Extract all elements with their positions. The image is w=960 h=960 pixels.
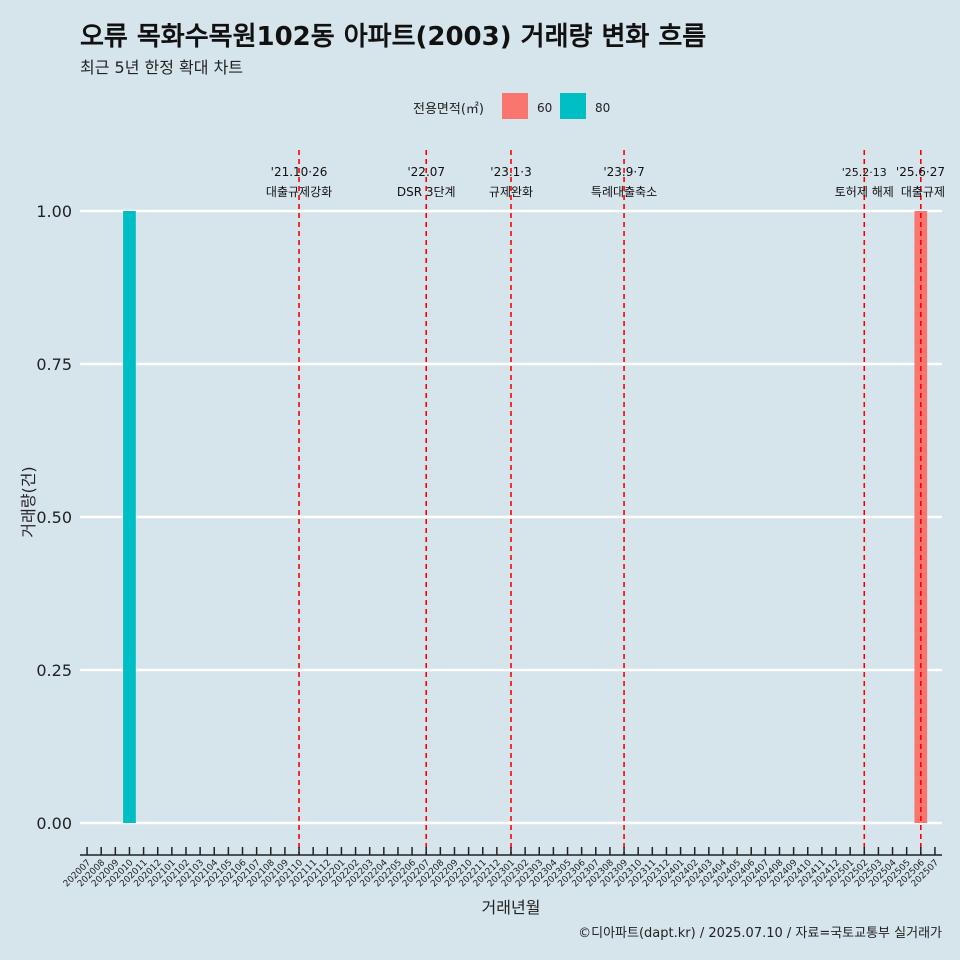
event-date-label: '21.10·26 — [271, 165, 328, 179]
axes: 0.000.250.500.751.0020200720200820200920… — [19, 202, 942, 917]
event-name-label: 대출규제 — [901, 185, 945, 199]
event-name-label: 특례대출축소 — [591, 185, 657, 199]
event-date-label: '25.2·13 — [842, 166, 887, 179]
event-date-label: '23.9·7 — [603, 165, 644, 179]
event-name-label: 규제완화 — [489, 185, 533, 199]
event-date-label: '23.1·3 — [490, 165, 531, 179]
y-tick-label: 0.50 — [36, 508, 72, 527]
legend-key-80 — [560, 93, 586, 119]
bar-series-60 — [914, 211, 928, 823]
legend-title: 전용면적(㎡) — [413, 102, 484, 117]
legend: 전용면적(㎡) 60 80 — [413, 93, 610, 119]
event-date-label: '25.6·27 — [896, 165, 945, 179]
y-tick-label: 0.00 — [36, 814, 72, 833]
event-lines: '21.10·26 대출규제강화 '22.07 DSR 3단계 '23.1·3 규제완화 '… — [266, 150, 945, 855]
x-axis-title: 거래년월 — [482, 898, 541, 917]
bar-series-80 — [123, 211, 136, 823]
source-caption: ©디아파트(dapt.kr) / 2025.07.10 / 자료=국토교통부 실… — [578, 926, 942, 941]
bars — [123, 211, 928, 823]
chart-title: 오류 목화수목원102동 아파트(2003) 거래량 변화 흐름 — [80, 22, 707, 52]
event-name-label: 대출규제강화 — [266, 185, 332, 199]
y-axis-title: 거래량(건) — [19, 466, 38, 537]
legend-label-80: 80 — [595, 101, 610, 115]
legend-key-60 — [502, 93, 528, 119]
event-name-label: 토허제 해제 — [835, 185, 894, 199]
event-name-label: DSR 3단계 — [397, 185, 456, 199]
event-date-label: '22.07 — [407, 165, 445, 179]
y-tick-label: 0.75 — [36, 355, 72, 374]
legend-label-60: 60 — [537, 101, 552, 115]
grid-lines — [80, 209, 942, 825]
chart-subtitle: 최근 5년 한정 확대 차트 — [80, 58, 244, 77]
y-tick-label: 0.25 — [36, 661, 72, 680]
y-tick-label: 1.00 — [36, 202, 72, 221]
